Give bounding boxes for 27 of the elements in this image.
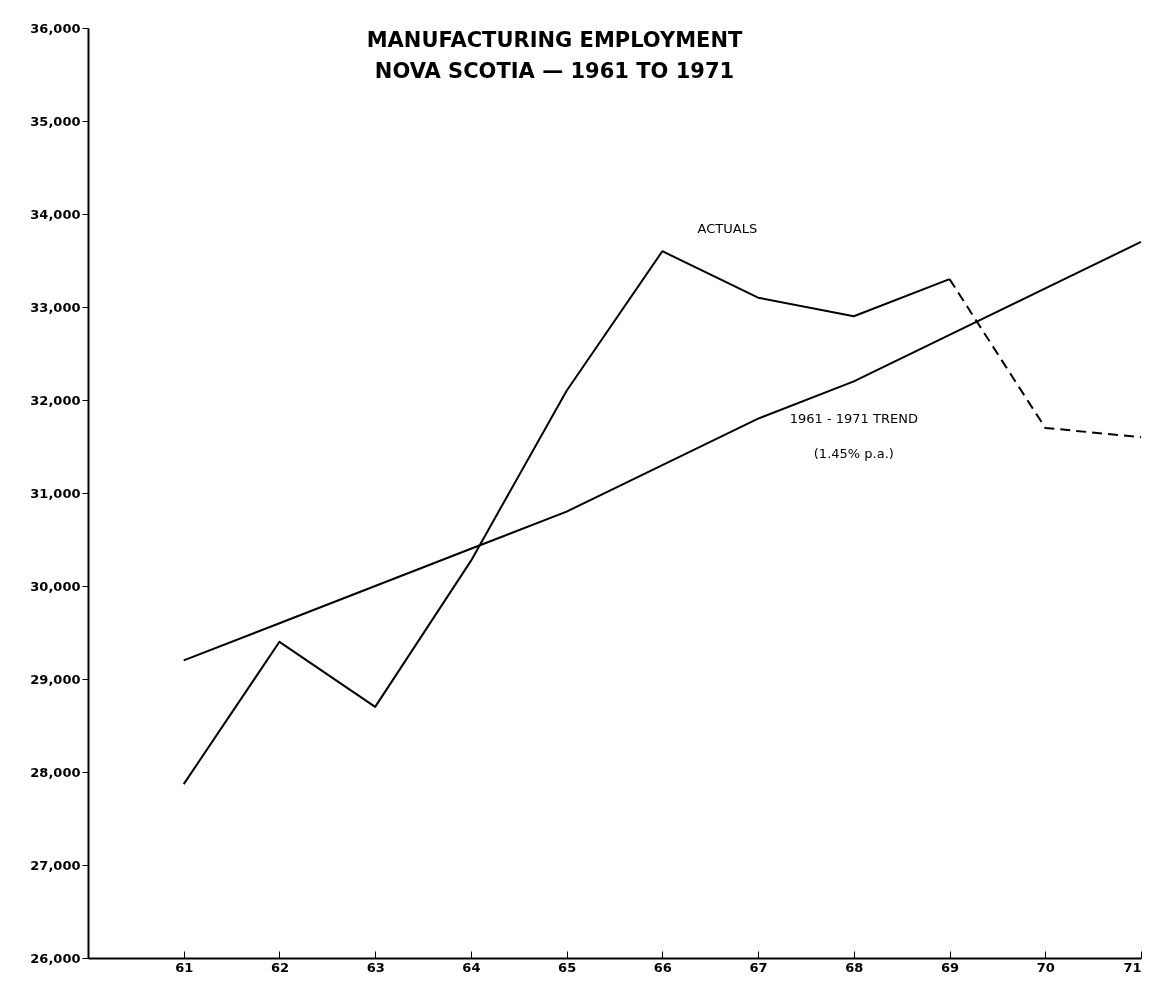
y-tick-label: 33,000 bbox=[30, 299, 81, 315]
y-tick-label: 34,000 bbox=[30, 206, 81, 222]
x-tick-label: 61 bbox=[175, 959, 194, 975]
y-tick-label: 26,000 bbox=[30, 950, 81, 966]
y-tick-label: 32,000 bbox=[30, 392, 81, 408]
y-tick-label: 27,000 bbox=[30, 857, 81, 873]
x-tick-label: 68 bbox=[845, 959, 864, 975]
x-tick-label: 63 bbox=[366, 959, 385, 975]
x-tick-label: 67 bbox=[749, 959, 768, 975]
y-tick-label: 35,000 bbox=[30, 113, 81, 129]
x-tick-label: 62 bbox=[270, 959, 289, 975]
annotation: (1.45% p.a.) bbox=[813, 446, 894, 462]
chart-title: MANUFACTURING EMPLOYMENT bbox=[366, 28, 743, 52]
y-tick-label: 28,000 bbox=[30, 764, 81, 780]
x-tick-label: 71 bbox=[1123, 959, 1142, 975]
text: ACTUALS bbox=[697, 221, 758, 237]
y-tick-label: 30,000 bbox=[30, 578, 81, 594]
x-tick-label: 69 bbox=[941, 959, 960, 975]
y-tick-label: 36,000 bbox=[30, 20, 81, 36]
x-tick-label: 66 bbox=[653, 959, 672, 975]
x-tick-label: 70 bbox=[1036, 959, 1055, 975]
series-label: 1961 - 1971 TREND bbox=[789, 411, 918, 427]
x-tick-label: 64 bbox=[462, 959, 481, 975]
x-tick-label: 65 bbox=[558, 959, 577, 975]
y-tick-label: 31,000 bbox=[30, 485, 81, 501]
y-tick-label: 29,000 bbox=[30, 671, 81, 687]
text: NOVA SCOTIA — 1961 TO 1971 bbox=[374, 59, 735, 83]
